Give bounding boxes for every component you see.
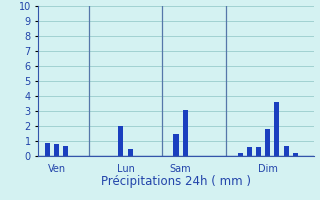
Text: Sam: Sam [170,164,191,174]
Bar [256,147,261,156]
Text: Dim: Dim [258,164,278,174]
Bar [238,153,243,156]
Bar [274,102,279,156]
Bar [45,143,50,156]
Bar [54,144,59,156]
Bar [118,126,124,156]
Bar [265,129,270,156]
Bar [247,147,252,156]
Bar [173,134,179,156]
Text: Ven: Ven [48,164,66,174]
Text: Précipitations 24h ( mm ): Précipitations 24h ( mm ) [101,176,251,188]
Text: Lun: Lun [116,164,134,174]
Bar [128,149,133,156]
Bar [183,110,188,156]
Bar [293,153,298,156]
Bar [284,146,289,156]
Bar [63,146,68,156]
